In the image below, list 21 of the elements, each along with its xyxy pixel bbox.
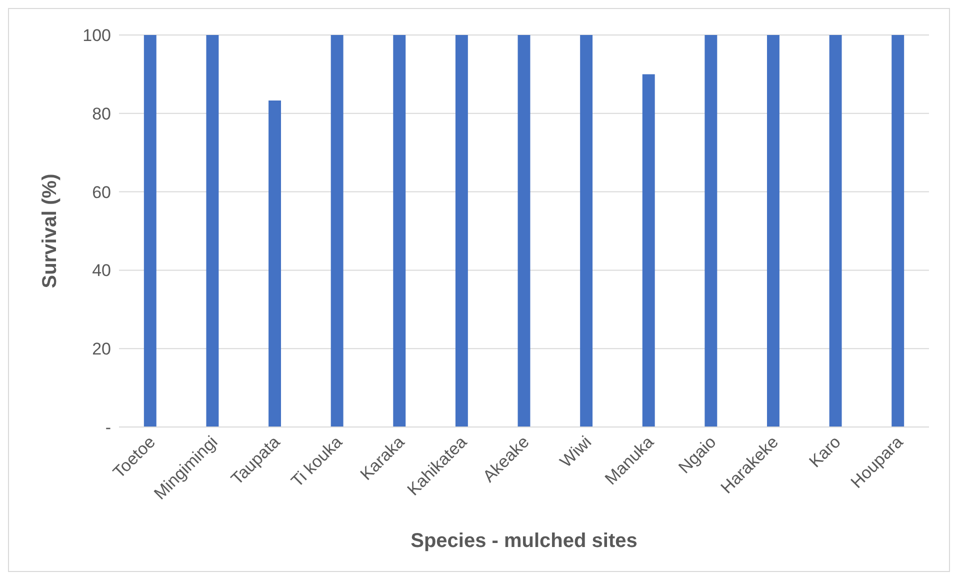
y-tick-label: 60 xyxy=(92,182,111,202)
y-tick-label: 20 xyxy=(92,340,111,359)
bar xyxy=(580,35,593,427)
bar xyxy=(455,35,468,427)
bar xyxy=(892,35,904,427)
y-tick-label: 100 xyxy=(82,26,111,46)
bar xyxy=(144,35,156,427)
bar xyxy=(642,74,655,427)
bar xyxy=(704,35,718,427)
x-axis-title: Species - mulched sites xyxy=(410,530,638,552)
bar xyxy=(206,35,219,427)
bar xyxy=(829,35,842,427)
y-tick-label: 80 xyxy=(92,104,111,124)
bar xyxy=(767,35,780,427)
y-tick-label: 40 xyxy=(92,261,111,280)
bar xyxy=(268,100,281,427)
bar xyxy=(393,35,406,427)
y-tick-label: - xyxy=(105,418,111,438)
y-axis-title: Survival (%) xyxy=(39,174,62,288)
bar xyxy=(518,35,530,427)
bar xyxy=(330,35,344,427)
